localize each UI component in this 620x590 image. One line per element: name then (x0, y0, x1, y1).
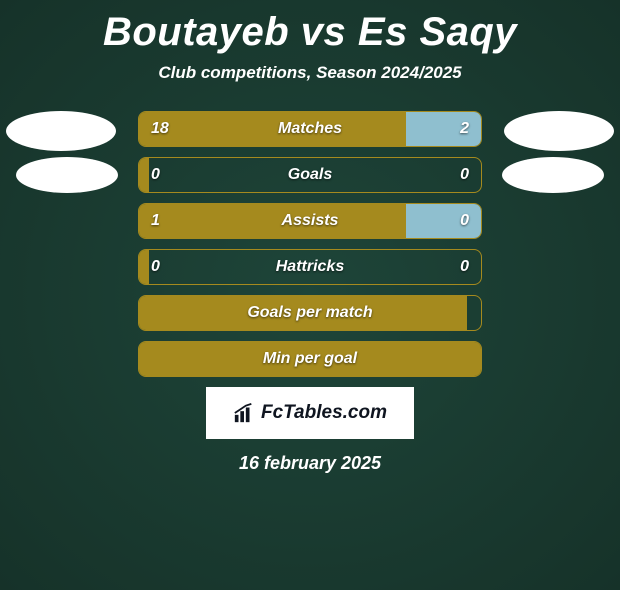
comparison-region: 182Matches 00Goals 10Assists 00Hattricks Goa… (0, 111, 620, 377)
snapshot-date: 16 february 2025 (0, 453, 620, 474)
player-left-avatar (6, 111, 116, 151)
player-left-badge (16, 157, 118, 193)
stat-label: Min per goal (139, 342, 481, 376)
stat-label: Goals per match (139, 296, 481, 330)
stat-label: Matches (139, 112, 481, 146)
fctables-logo[interactable]: FcTables.com (206, 387, 414, 439)
stat-row: Min per goal (138, 341, 482, 377)
player-right-badge (502, 157, 604, 193)
chart-icon (233, 402, 255, 424)
stat-row: 182Matches (138, 111, 482, 147)
logo-text: FcTables.com (261, 402, 387, 424)
stat-bars-container: 182Matches 00Goals 10Assists 00Hattricks Goa… (138, 111, 482, 377)
stat-row: 00Hattricks (138, 249, 482, 285)
stat-label: Goals (139, 158, 481, 192)
page-subtitle: Club competitions, Season 2024/2025 (0, 63, 620, 83)
page-title: Boutayeb vs Es Saqy (0, 10, 620, 55)
stat-row: Goals per match (138, 295, 482, 331)
stat-label: Hattricks (139, 250, 481, 284)
stat-row: 00Goals (138, 157, 482, 193)
stat-label: Assists (139, 204, 481, 238)
player-right-avatar (504, 111, 614, 151)
stat-row: 10Assists (138, 203, 482, 239)
